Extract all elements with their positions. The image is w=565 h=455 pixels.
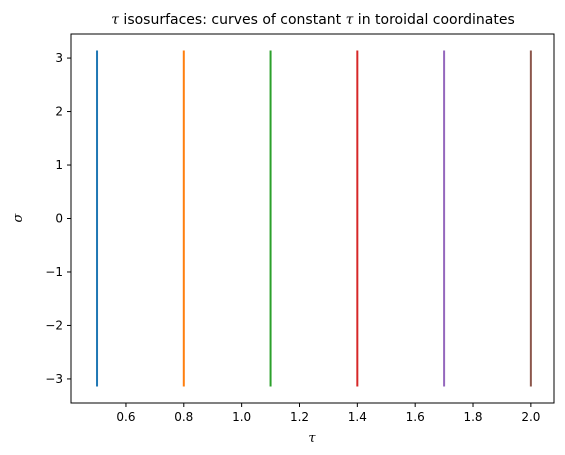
x-tick-label-3: 1.2 bbox=[290, 410, 309, 424]
y-axis-label: σ bbox=[11, 212, 26, 222]
x-tick-label-1: 0.8 bbox=[174, 410, 193, 424]
x-tick-label-0: 0.6 bbox=[116, 410, 135, 424]
x-tick-label-5: 1.6 bbox=[406, 410, 425, 424]
y-tick-label-4: 1 bbox=[55, 158, 63, 172]
x-axis-label: τ bbox=[308, 431, 316, 446]
y-tick-label-6: 3 bbox=[55, 51, 63, 65]
x-tick-label-2: 1.0 bbox=[232, 410, 251, 424]
x-tick-label-7: 2.0 bbox=[521, 410, 540, 424]
title-part-0: τ bbox=[111, 12, 119, 28]
series-layer bbox=[96, 50, 532, 387]
title-part-1: isosurfaces: curves of constant bbox=[119, 12, 346, 28]
title-part-2: τ bbox=[346, 12, 354, 28]
y-tick-label-1: −2 bbox=[45, 318, 63, 332]
chart-title: τ isosurfaces: curves of constant τ in t… bbox=[111, 12, 515, 28]
x-tick-label-6: 1.8 bbox=[463, 410, 482, 424]
y-axis: −3 −2 −1 0 1 2 3 bbox=[45, 51, 71, 386]
plot-frame bbox=[70, 33, 555, 404]
y-tick-label-5: 2 bbox=[55, 105, 63, 119]
title-part-3: in toroidal coordinates bbox=[353, 12, 514, 28]
y-tick-label-2: −1 bbox=[45, 265, 63, 279]
y-tick-label-3: 0 bbox=[55, 212, 63, 226]
y-tick-label-0: −3 bbox=[45, 372, 63, 386]
x-axis: 0.6 0.8 1.0 1.2 1.4 1.6 1.8 2.0 bbox=[116, 403, 540, 424]
x-tick-label-4: 1.4 bbox=[348, 410, 367, 424]
